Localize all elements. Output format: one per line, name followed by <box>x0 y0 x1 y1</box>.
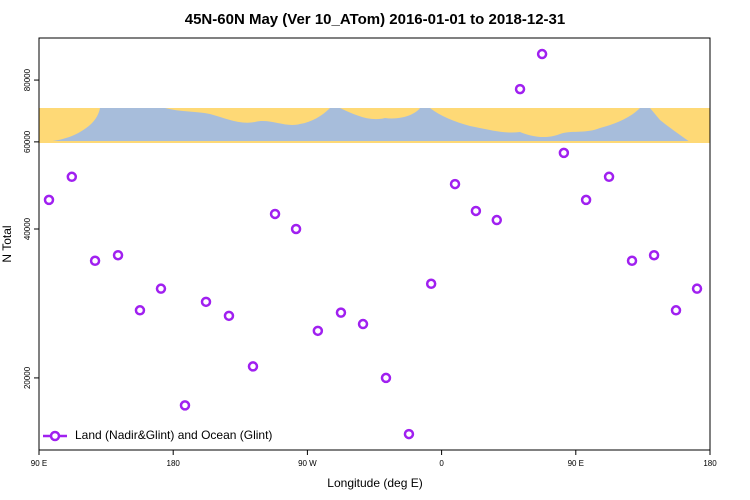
point <box>626 255 638 267</box>
y-axis-label: N Total <box>0 225 14 262</box>
point <box>312 325 324 337</box>
x-tick-label: 90 E <box>568 459 584 468</box>
point <box>403 428 415 440</box>
point <box>449 178 461 190</box>
point <box>269 208 281 220</box>
point <box>603 171 615 183</box>
point <box>580 194 592 206</box>
point <box>43 194 55 206</box>
point <box>290 223 302 235</box>
point <box>380 372 392 384</box>
point <box>223 310 235 322</box>
point <box>425 278 437 290</box>
point <box>335 307 347 318</box>
y-tick-label: 80000 <box>23 68 32 91</box>
x-tick-label: 90 W <box>298 459 317 468</box>
point <box>670 305 682 316</box>
point <box>648 249 660 261</box>
point <box>112 249 124 261</box>
legend-label: Land (Nadir&Glint) and Ocean (Glint) <box>75 428 272 442</box>
point <box>491 214 503 226</box>
point <box>470 205 482 217</box>
point <box>89 255 101 267</box>
y-tick-label: 40000 <box>23 217 32 240</box>
y-tick-label: 20000 <box>23 366 32 389</box>
point <box>357 318 369 330</box>
x-tick-label: 90 E <box>31 459 47 468</box>
point <box>558 147 570 159</box>
y-tick-label: 60000 <box>23 130 32 153</box>
point <box>66 171 78 183</box>
point <box>155 283 167 294</box>
point <box>691 283 703 294</box>
point <box>134 305 146 316</box>
chart-title: 45N-60N May (Ver 10_ATom) 2016-01-01 to … <box>185 11 565 28</box>
plot-frame <box>38 37 711 451</box>
point <box>200 296 212 308</box>
map-band <box>39 108 710 143</box>
point <box>514 83 526 95</box>
legend-marker <box>49 430 61 442</box>
point <box>179 400 191 411</box>
point <box>536 48 548 60</box>
point <box>247 361 259 372</box>
x-tick-label: 0 <box>439 459 444 468</box>
x-axis-label: Longitude (deg E) <box>327 476 422 490</box>
x-tick-label: 180 <box>167 459 181 468</box>
x-tick-label: 180 <box>703 459 717 468</box>
